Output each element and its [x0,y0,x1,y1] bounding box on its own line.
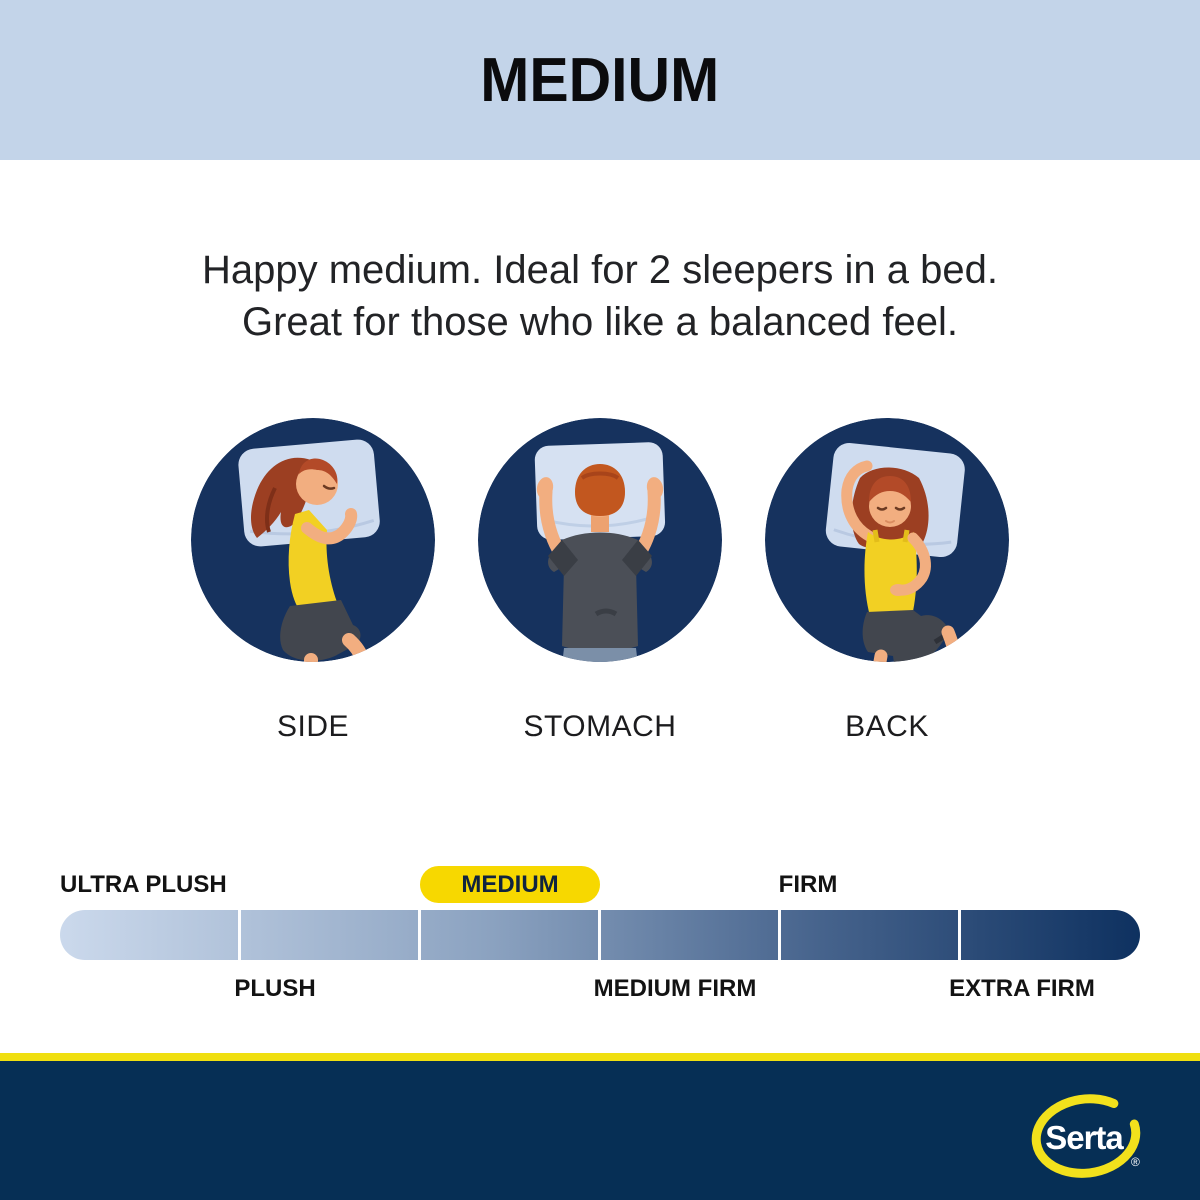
medium-label: MEDIUM [461,870,559,898]
header-band: MEDIUM [0,0,1200,160]
description-line-2: Great for those who like a balanced feel… [242,300,958,344]
sleep-position-back: BACK [765,418,1009,744]
selected-firmness-pill: MEDIUM [420,866,600,903]
sleep-position-side: SIDE [191,418,435,744]
registered-trademark: ® [1131,1155,1140,1169]
footer-band [0,1061,1200,1200]
back-label: BACK [845,710,929,743]
extra-firm-label: EXTRA FIRM [949,975,1095,1002]
firmness-scale: ULTRA PLUSH MEDIUM FIRM PLUSH MEDIUM FIR… [60,862,1140,1012]
page-title: MEDIUM [480,45,720,115]
bar-divider [238,910,241,960]
ultra-plush-label: ULTRA PLUSH [60,871,227,898]
description-text: Happy medium. Ideal for 2 sleepers in a … [0,244,1200,348]
sleep-position-stomach: STOMACH [478,418,722,744]
woman-sleeping-on-back-icon [765,418,1009,662]
man-sleeping-on-stomach-icon [478,418,722,662]
bar-divider [598,910,601,960]
side-label: SIDE [276,710,350,743]
woman-sleeping-on-side-icon [191,418,435,662]
firm-label: FIRM [778,871,838,898]
description-line-1: Happy medium. Ideal for 2 sleepers in a … [202,248,998,292]
yellow-accent-divider [0,1053,1200,1061]
bar-divider [958,910,961,960]
bar-divider [778,910,781,960]
medium-firm-label: MEDIUM FIRM [593,975,757,1002]
stomach-label: STOMACH [523,710,677,743]
serta-wordmark: Serta [1045,1119,1124,1156]
bar-divider [418,910,421,960]
serta-logo: Serta ® [1031,1094,1141,1178]
serta-swoosh-icon [1031,1094,1141,1178]
plush-label: PLUSH [234,975,316,1002]
